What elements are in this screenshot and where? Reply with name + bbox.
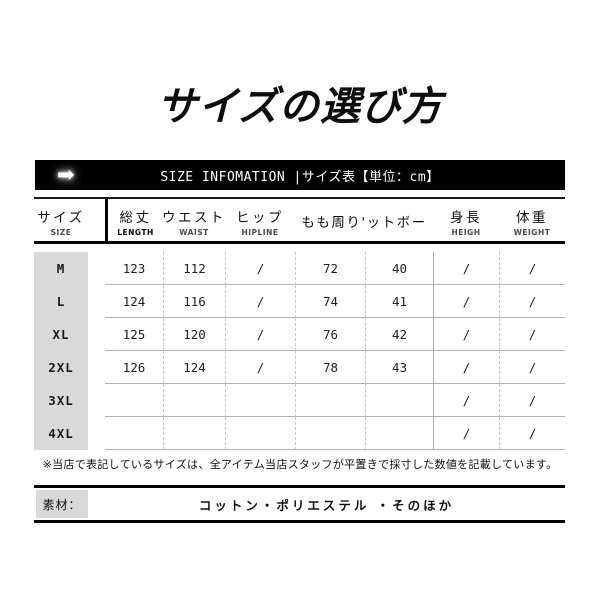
value-cell: / [499,384,565,417]
column-header-height-jp: 身長 [450,209,482,226]
material-row: 素材： コットン・ポリエステル ・そのほか [34,485,565,523]
column-header-length-en: LENGTH [117,227,154,237]
size-row-label: 4XL [34,417,88,450]
size-row-label: XL [34,318,88,351]
size-row-label: M [34,252,88,285]
value-cell: 40 [365,252,433,285]
value-cell [295,384,365,417]
value-cell: 78 [295,351,365,384]
value-cell: / [225,351,295,384]
column-header-hip-en: HIPLINE [241,227,279,237]
size-row-label: 3XL [34,384,88,417]
value-cell: 123 [105,252,163,285]
column-header-height: 身長 HEIGH [433,199,499,241]
value-cell: / [225,252,295,285]
column-header-length-jp: 総丈 [119,209,152,226]
value-cell: 124 [105,285,163,318]
value-cell: / [433,384,499,417]
value-cell: 43 [365,351,433,384]
column-header-length: 総丈 LENGTH [105,199,163,241]
size-table-body: M 123 112 / 72 40 / / L 124 116 / 74 41 … [34,252,565,450]
column-header-waist-jp: ウエスト [162,209,226,226]
material-value: コットン・ポリエステル ・そのほか [198,497,455,513]
size-row-label: 2XL [34,351,88,384]
column-header-size-en: SIZE [50,227,72,237]
column-header-weight-en: WEIGHT [513,227,551,237]
column-header-waist-en: WAIST [179,227,209,237]
page-title: サイズの選び方 [157,84,443,130]
material-label: 素材： [36,490,88,518]
value-cell: / [433,351,499,384]
value-cell: 124 [163,351,225,384]
column-header-height-en: HEIGH [451,227,481,237]
value-cell: 42 [365,318,433,351]
value-cell [365,384,433,417]
value-cell [365,417,433,450]
column-header-hip-jp: ヒップ [236,209,284,226]
value-cell: 120 [163,318,225,351]
column-header-thigh-jp: もも周り'ットボー [301,215,427,231]
value-cell [225,384,295,417]
value-cell: / [225,285,295,318]
column-header-weight: 体重 WEIGHT [499,199,565,241]
value-cell: 116 [163,285,225,318]
column-header-thigh: もも周り'ットボー [295,199,433,241]
value-cell: 125 [105,318,163,351]
value-cell: / [499,318,565,351]
value-cell [295,417,365,450]
value-cell: / [499,417,565,450]
value-cell: / [499,285,565,318]
column-header-size: サイズ SIZE [34,199,88,241]
value-cell: / [433,417,499,450]
value-cell [163,417,225,450]
value-cell: / [225,318,295,351]
value-cell: 76 [295,318,365,351]
value-cell: / [499,252,565,285]
value-cell [225,417,295,450]
column-header-hip: ヒップ HIPLINE [225,199,295,241]
banner-title: SIZE INFOMATION |サイズ表【単位：cm】 [160,169,440,185]
size-table-header: サイズ SIZE 総丈 LENGTH ウエスト WAIST ヒップ HIPLIN… [34,197,565,244]
value-cell: / [433,252,499,285]
value-cell [105,417,163,450]
size-row-label: L [34,285,88,318]
value-cell: 72 [295,252,365,285]
column-header-waist: ウエスト WAIST [162,199,226,241]
value-cell: 112 [163,252,225,285]
value-cell: / [433,285,499,318]
column-header-weight-jp: 体重 [516,209,548,226]
value-cell [163,384,225,417]
value-cell [105,384,163,417]
arrow-right-icon: ➡ [57,162,75,187]
value-cell: 126 [105,351,163,384]
value-cell: / [433,318,499,351]
value-cell: 74 [295,285,365,318]
value-cell: 41 [365,285,433,318]
size-info-banner: ➡ SIZE INFOMATION |サイズ表【単位：cm】 [35,160,565,190]
measurement-note: ※当店で表記しているサイズは、全アイテム当店スタッフが平置きで採寸した数値を記載… [42,458,558,471]
value-cell: / [499,351,565,384]
column-header-size-jp: サイズ [37,209,85,226]
